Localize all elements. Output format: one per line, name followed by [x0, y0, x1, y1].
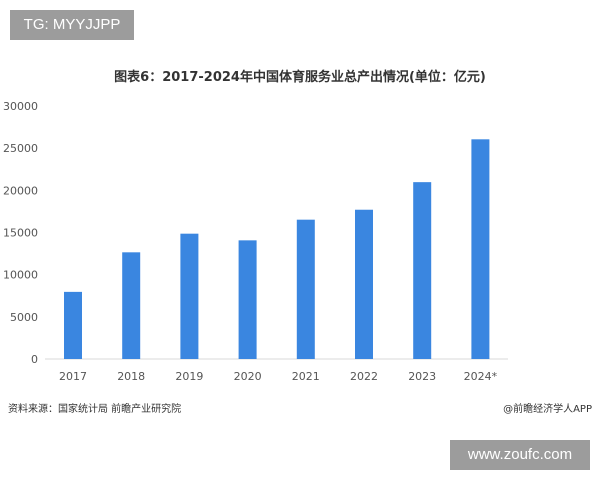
brand-note: @前瞻经济学人APP	[503, 404, 592, 415]
chart-title: 图表6：2017-2024年中国体育服务业总产出情况(单位：亿元)	[114, 70, 486, 85]
bar-chart: 0 5000 10000 15000 20000 25000 30000 2017 2018 20…	[3, 100, 508, 383]
x-tick-label: 2023	[408, 370, 436, 383]
x-tick-label: 2017	[59, 370, 87, 383]
bar-2017	[64, 291, 82, 359]
y-tick-label: 15000	[3, 227, 38, 240]
bar-2023	[413, 182, 432, 359]
x-tick-label: 2018	[117, 370, 145, 383]
watermark-bottom: www.zoufc.com	[450, 440, 590, 470]
x-tick-label: 2019	[175, 370, 203, 383]
source-note: 资料来源：国家统计局 前瞻产业研究院	[8, 404, 182, 415]
x-tick-label: 2021	[292, 370, 320, 383]
x-tick-label: 2024*	[464, 370, 498, 383]
y-tick-label: 5000	[10, 311, 38, 324]
bar-2018	[122, 252, 141, 359]
x-tick-label: 2020	[234, 370, 262, 383]
y-tick-label: 0	[31, 353, 38, 366]
y-tick-label: 10000	[3, 269, 38, 282]
bar-2019	[180, 233, 199, 359]
bar-2022	[355, 209, 373, 359]
bar-2020	[238, 240, 257, 359]
bar-2024	[471, 139, 490, 359]
y-tick-label: 20000	[3, 184, 38, 197]
bar-2021	[296, 219, 315, 359]
x-tick-label: 2022	[350, 370, 378, 383]
y-tick-label: 30000	[3, 100, 38, 113]
watermark-top: TG: MYYJJPP	[10, 10, 134, 40]
y-tick-label: 25000	[3, 142, 38, 155]
